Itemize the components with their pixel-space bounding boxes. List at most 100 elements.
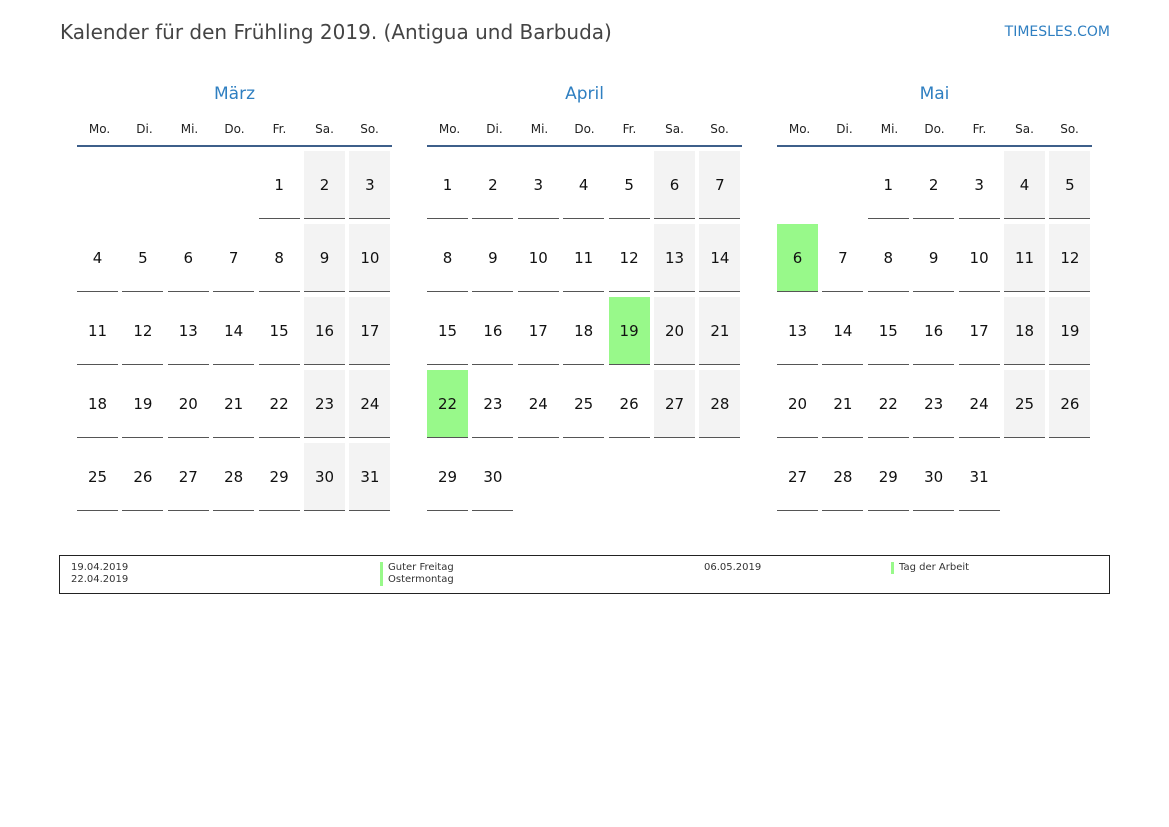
day-cell[interactable]: 30 (304, 443, 345, 511)
day-cell[interactable]: 2 (304, 151, 345, 219)
day-cell[interactable]: 15 (258, 297, 300, 365)
day-cell[interactable]: 20 (654, 297, 695, 365)
day-cell[interactable]: 25 (563, 370, 605, 438)
day-cell[interactable]: 11 (563, 224, 605, 292)
day-cell[interactable]: 14 (822, 297, 864, 365)
header-rule (427, 145, 742, 147)
day-cell[interactable]: 3 (958, 151, 1000, 219)
day-cell[interactable]: 20 (777, 370, 818, 438)
day-cell[interactable]: 18 (77, 370, 118, 438)
day-cell[interactable]: 19 (1049, 297, 1091, 365)
day-cell[interactable]: 24 (958, 370, 1000, 438)
day-cell[interactable]: 6 (167, 224, 209, 292)
day-cell[interactable]: 21 (822, 370, 864, 438)
day-cell[interactable]: 3 (517, 151, 559, 219)
weekday-label: Fr. (272, 122, 287, 136)
weekday-header: Mo. Di. Mi. Do. Fr. Sa. So. (427, 116, 742, 142)
day-cell[interactable]: 27 (167, 443, 209, 511)
day-cell[interactable]: 13 (777, 297, 818, 365)
day-cell[interactable]: 25 (77, 443, 118, 511)
weekday-label: Mo. (438, 122, 461, 136)
day-cell[interactable]: 20 (167, 370, 209, 438)
day-cell[interactable]: 24 (517, 370, 559, 438)
day-cell[interactable]: 14 (699, 224, 741, 292)
day-cell[interactable]: 16 (472, 297, 514, 365)
day-cell[interactable]: 11 (77, 297, 118, 365)
day-cell[interactable]: 28 (822, 443, 864, 511)
day-cell[interactable]: 22 (867, 370, 909, 438)
day-cell[interactable]: 17 (349, 297, 391, 365)
day-cell[interactable]: 25 (1004, 370, 1045, 438)
day-cell[interactable]: 19 (122, 370, 164, 438)
day-cell[interactable]: 29 (258, 443, 300, 511)
day-cell[interactable]: 15 (427, 297, 468, 365)
day-cell[interactable]: 2 (913, 151, 955, 219)
day-cell[interactable]: 21 (213, 370, 255, 438)
day-cell[interactable]: 11 (1004, 224, 1045, 292)
day-cell[interactable]: 8 (427, 224, 468, 292)
day-cell[interactable]: 16 (913, 297, 955, 365)
day-cell[interactable]: 23 (913, 370, 955, 438)
day-cell[interactable]: 30 (472, 443, 514, 511)
day-cell[interactable]: 12 (122, 297, 164, 365)
day-cell[interactable]: 9 (913, 224, 955, 292)
day-cell[interactable]: 1 (258, 151, 300, 219)
day-cell[interactable]: 23 (304, 370, 345, 438)
day-cell[interactable]: 3 (349, 151, 391, 219)
holiday-day-cell[interactable]: 19 (608, 297, 650, 365)
day-cell[interactable]: 7 (822, 224, 864, 292)
day-cell[interactable]: 9 (304, 224, 345, 292)
weekday-label: Fr. (622, 122, 637, 136)
day-cell[interactable]: 24 (349, 370, 391, 438)
day-cell[interactable]: 26 (608, 370, 650, 438)
day-cell[interactable]: 1 (867, 151, 909, 219)
day-cell[interactable]: 4 (77, 224, 118, 292)
day-cell[interactable]: 29 (427, 443, 468, 511)
day-cell[interactable]: 10 (517, 224, 559, 292)
day-cell[interactable]: 14 (213, 297, 255, 365)
day-cell[interactable]: 7 (699, 151, 741, 219)
day-cell[interactable]: 8 (258, 224, 300, 292)
day-cell[interactable]: 8 (867, 224, 909, 292)
day-cell[interactable]: 10 (958, 224, 1000, 292)
day-cell[interactable]: 31 (958, 443, 1000, 511)
day-cell[interactable]: 28 (699, 370, 741, 438)
holiday-day-cell[interactable]: 6 (777, 224, 818, 292)
day-cell[interactable]: 13 (167, 297, 209, 365)
day-cell[interactable]: 17 (517, 297, 559, 365)
day-cell[interactable]: 18 (1004, 297, 1045, 365)
day-cell[interactable]: 5 (122, 224, 164, 292)
day-cell[interactable]: 26 (122, 443, 164, 511)
day-cell[interactable]: 31 (349, 443, 391, 511)
day-cell[interactable]: 22 (258, 370, 300, 438)
site-link[interactable]: TIMESLES.COM (1004, 24, 1110, 40)
weekday-label: Sa. (665, 122, 684, 136)
day-cell[interactable]: 21 (699, 297, 741, 365)
day-cell[interactable]: 28 (213, 443, 255, 511)
day-cell[interactable]: 4 (563, 151, 605, 219)
day-cell[interactable]: 27 (654, 370, 695, 438)
day-cell[interactable]: 18 (563, 297, 605, 365)
day-cell[interactable]: 15 (867, 297, 909, 365)
day-cell[interactable]: 5 (1049, 151, 1091, 219)
day-cell[interactable]: 27 (777, 443, 818, 511)
day-cell[interactable]: 5 (608, 151, 650, 219)
day-cell[interactable]: 30 (913, 443, 955, 511)
day-cell[interactable]: 29 (867, 443, 909, 511)
day-cell[interactable]: 13 (654, 224, 695, 292)
day-cell[interactable]: 12 (608, 224, 650, 292)
legend-holiday-name: Ostermontag (380, 574, 454, 586)
day-cell[interactable]: 7 (213, 224, 255, 292)
day-cell[interactable]: 4 (1004, 151, 1045, 219)
day-cell[interactable]: 23 (472, 370, 514, 438)
day-cell[interactable]: 17 (958, 297, 1000, 365)
holiday-day-cell[interactable]: 22 (427, 370, 468, 438)
day-cell[interactable]: 6 (654, 151, 695, 219)
day-cell[interactable]: 9 (472, 224, 514, 292)
day-cell[interactable]: 26 (1049, 370, 1091, 438)
day-cell[interactable]: 2 (472, 151, 514, 219)
day-cell[interactable]: 1 (427, 151, 468, 219)
day-cell[interactable]: 16 (304, 297, 345, 365)
day-cell[interactable]: 12 (1049, 224, 1091, 292)
day-cell[interactable]: 10 (349, 224, 391, 292)
